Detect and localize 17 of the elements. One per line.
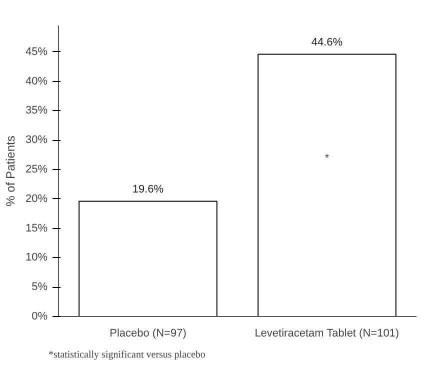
data-label: 19.6%	[132, 183, 164, 196]
y-tick-label: 30%	[25, 134, 48, 146]
y-tick-label: 45%	[25, 46, 48, 58]
y-tick-label: 0%	[32, 310, 48, 322]
x-tick-label: Placebo (N=97)	[110, 328, 186, 340]
y-axis-title: % of Patients	[3, 136, 18, 206]
y-tick-label: 15%	[25, 222, 48, 234]
y-tick-label: 20%	[25, 192, 48, 205]
data-label: 44.6%	[311, 36, 343, 48]
text: *statistically significant versus placebo	[48, 350, 206, 360]
y-tick-label: 25%	[25, 164, 48, 176]
annotation: *	[324, 152, 330, 164]
y-tick-label: 5%	[32, 281, 48, 294]
y-tick-label: 10%	[25, 252, 48, 264]
x-tick-label: Levetiracetam Tablet (N=101)	[254, 328, 400, 340]
y-tick-label: 40%	[25, 75, 48, 88]
y-tick-label: 35%	[25, 104, 48, 117]
